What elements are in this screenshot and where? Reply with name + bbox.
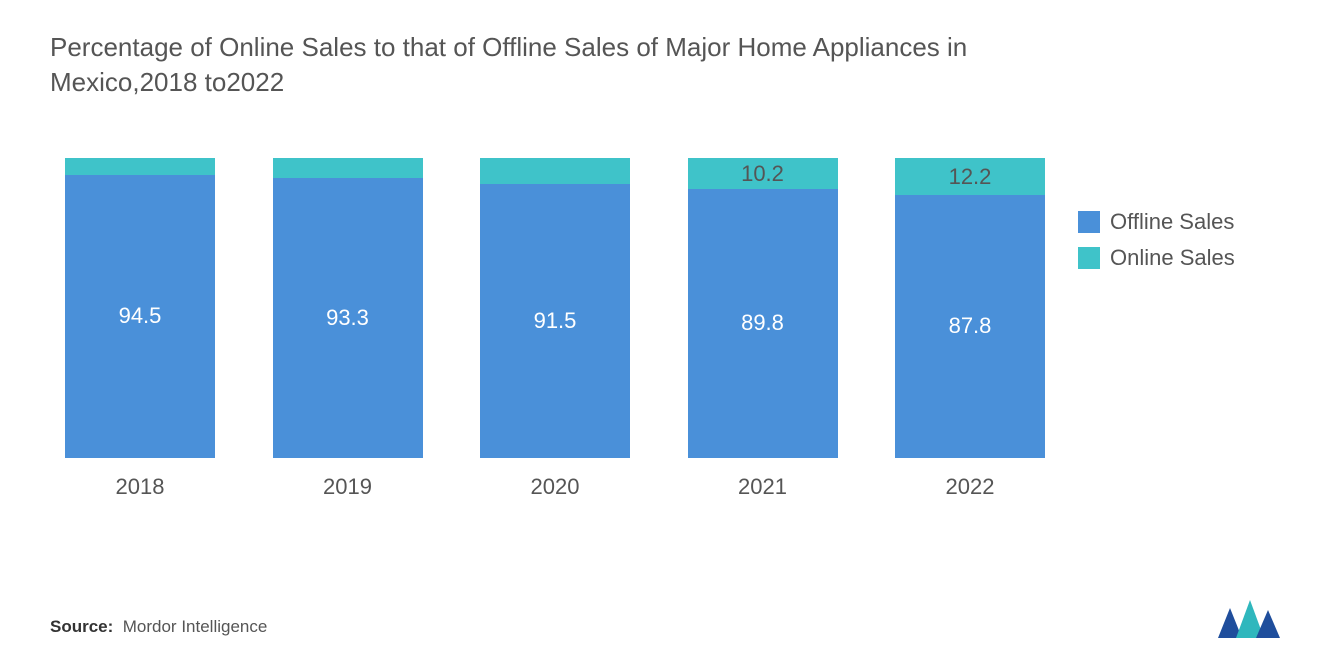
bar-segment-online: [480, 158, 630, 184]
bar-stack: 91.5: [480, 158, 630, 458]
bar-segment-offline: 93.3: [273, 178, 423, 458]
legend-item-online: Online Sales: [1078, 245, 1270, 271]
bar-segment-online: [65, 158, 215, 175]
x-axis-label: 2021: [738, 474, 787, 500]
legend-label-online: Online Sales: [1110, 245, 1235, 271]
bar-stack: 10.289.8: [688, 158, 838, 458]
bar-segment-online: [273, 158, 423, 178]
chart-container: Percentage of Online Sales to that of Of…: [0, 0, 1320, 665]
x-axis-label: 2019: [323, 474, 372, 500]
source-prefix: Source:: [50, 617, 113, 636]
x-axis-label: 2018: [116, 474, 165, 500]
bar-segment-online: 10.2: [688, 158, 838, 189]
legend-swatch-offline: [1078, 211, 1100, 233]
bar-segment-offline: 94.5: [65, 175, 215, 459]
bar-col: 93.3 2019: [268, 158, 428, 500]
bar-col: 10.289.8 2021: [683, 158, 843, 500]
bar-col: 12.287.8 2022: [890, 158, 1050, 500]
x-axis-label: 2022: [946, 474, 995, 500]
legend-swatch-online: [1078, 247, 1100, 269]
plot-area: 94.5 2018 93.3 2019 91.5 2020 10.289.8 2021 12.2…: [50, 160, 1060, 500]
source-attribution: Source: Mordor Intelligence: [50, 617, 267, 637]
legend-item-offline: Offline Sales: [1078, 209, 1270, 235]
bar-segment-offline: 87.8: [895, 195, 1045, 458]
bar-segment-online: 12.2: [895, 158, 1045, 195]
legend: Offline Sales Online Sales: [1060, 209, 1270, 271]
bar-segment-offline: 91.5: [480, 184, 630, 459]
bar-stack: 93.3: [273, 158, 423, 458]
x-axis-label: 2020: [531, 474, 580, 500]
brand-logo: [1218, 600, 1280, 643]
legend-label-offline: Offline Sales: [1110, 209, 1234, 235]
chart-title: Percentage of Online Sales to that of Of…: [50, 30, 1070, 100]
bar-col: 91.5 2020: [475, 158, 635, 500]
bar-stack: 94.5: [65, 158, 215, 458]
plot-row: 94.5 2018 93.3 2019 91.5 2020 10.289.8 2021 12.2…: [50, 160, 1270, 500]
bar-stack: 12.287.8: [895, 158, 1045, 458]
bar-col: 94.5 2018: [60, 158, 220, 500]
bar-segment-offline: 89.8: [688, 189, 838, 458]
mordor-logo-icon: [1218, 600, 1280, 638]
source-text: Mordor Intelligence: [123, 617, 268, 636]
